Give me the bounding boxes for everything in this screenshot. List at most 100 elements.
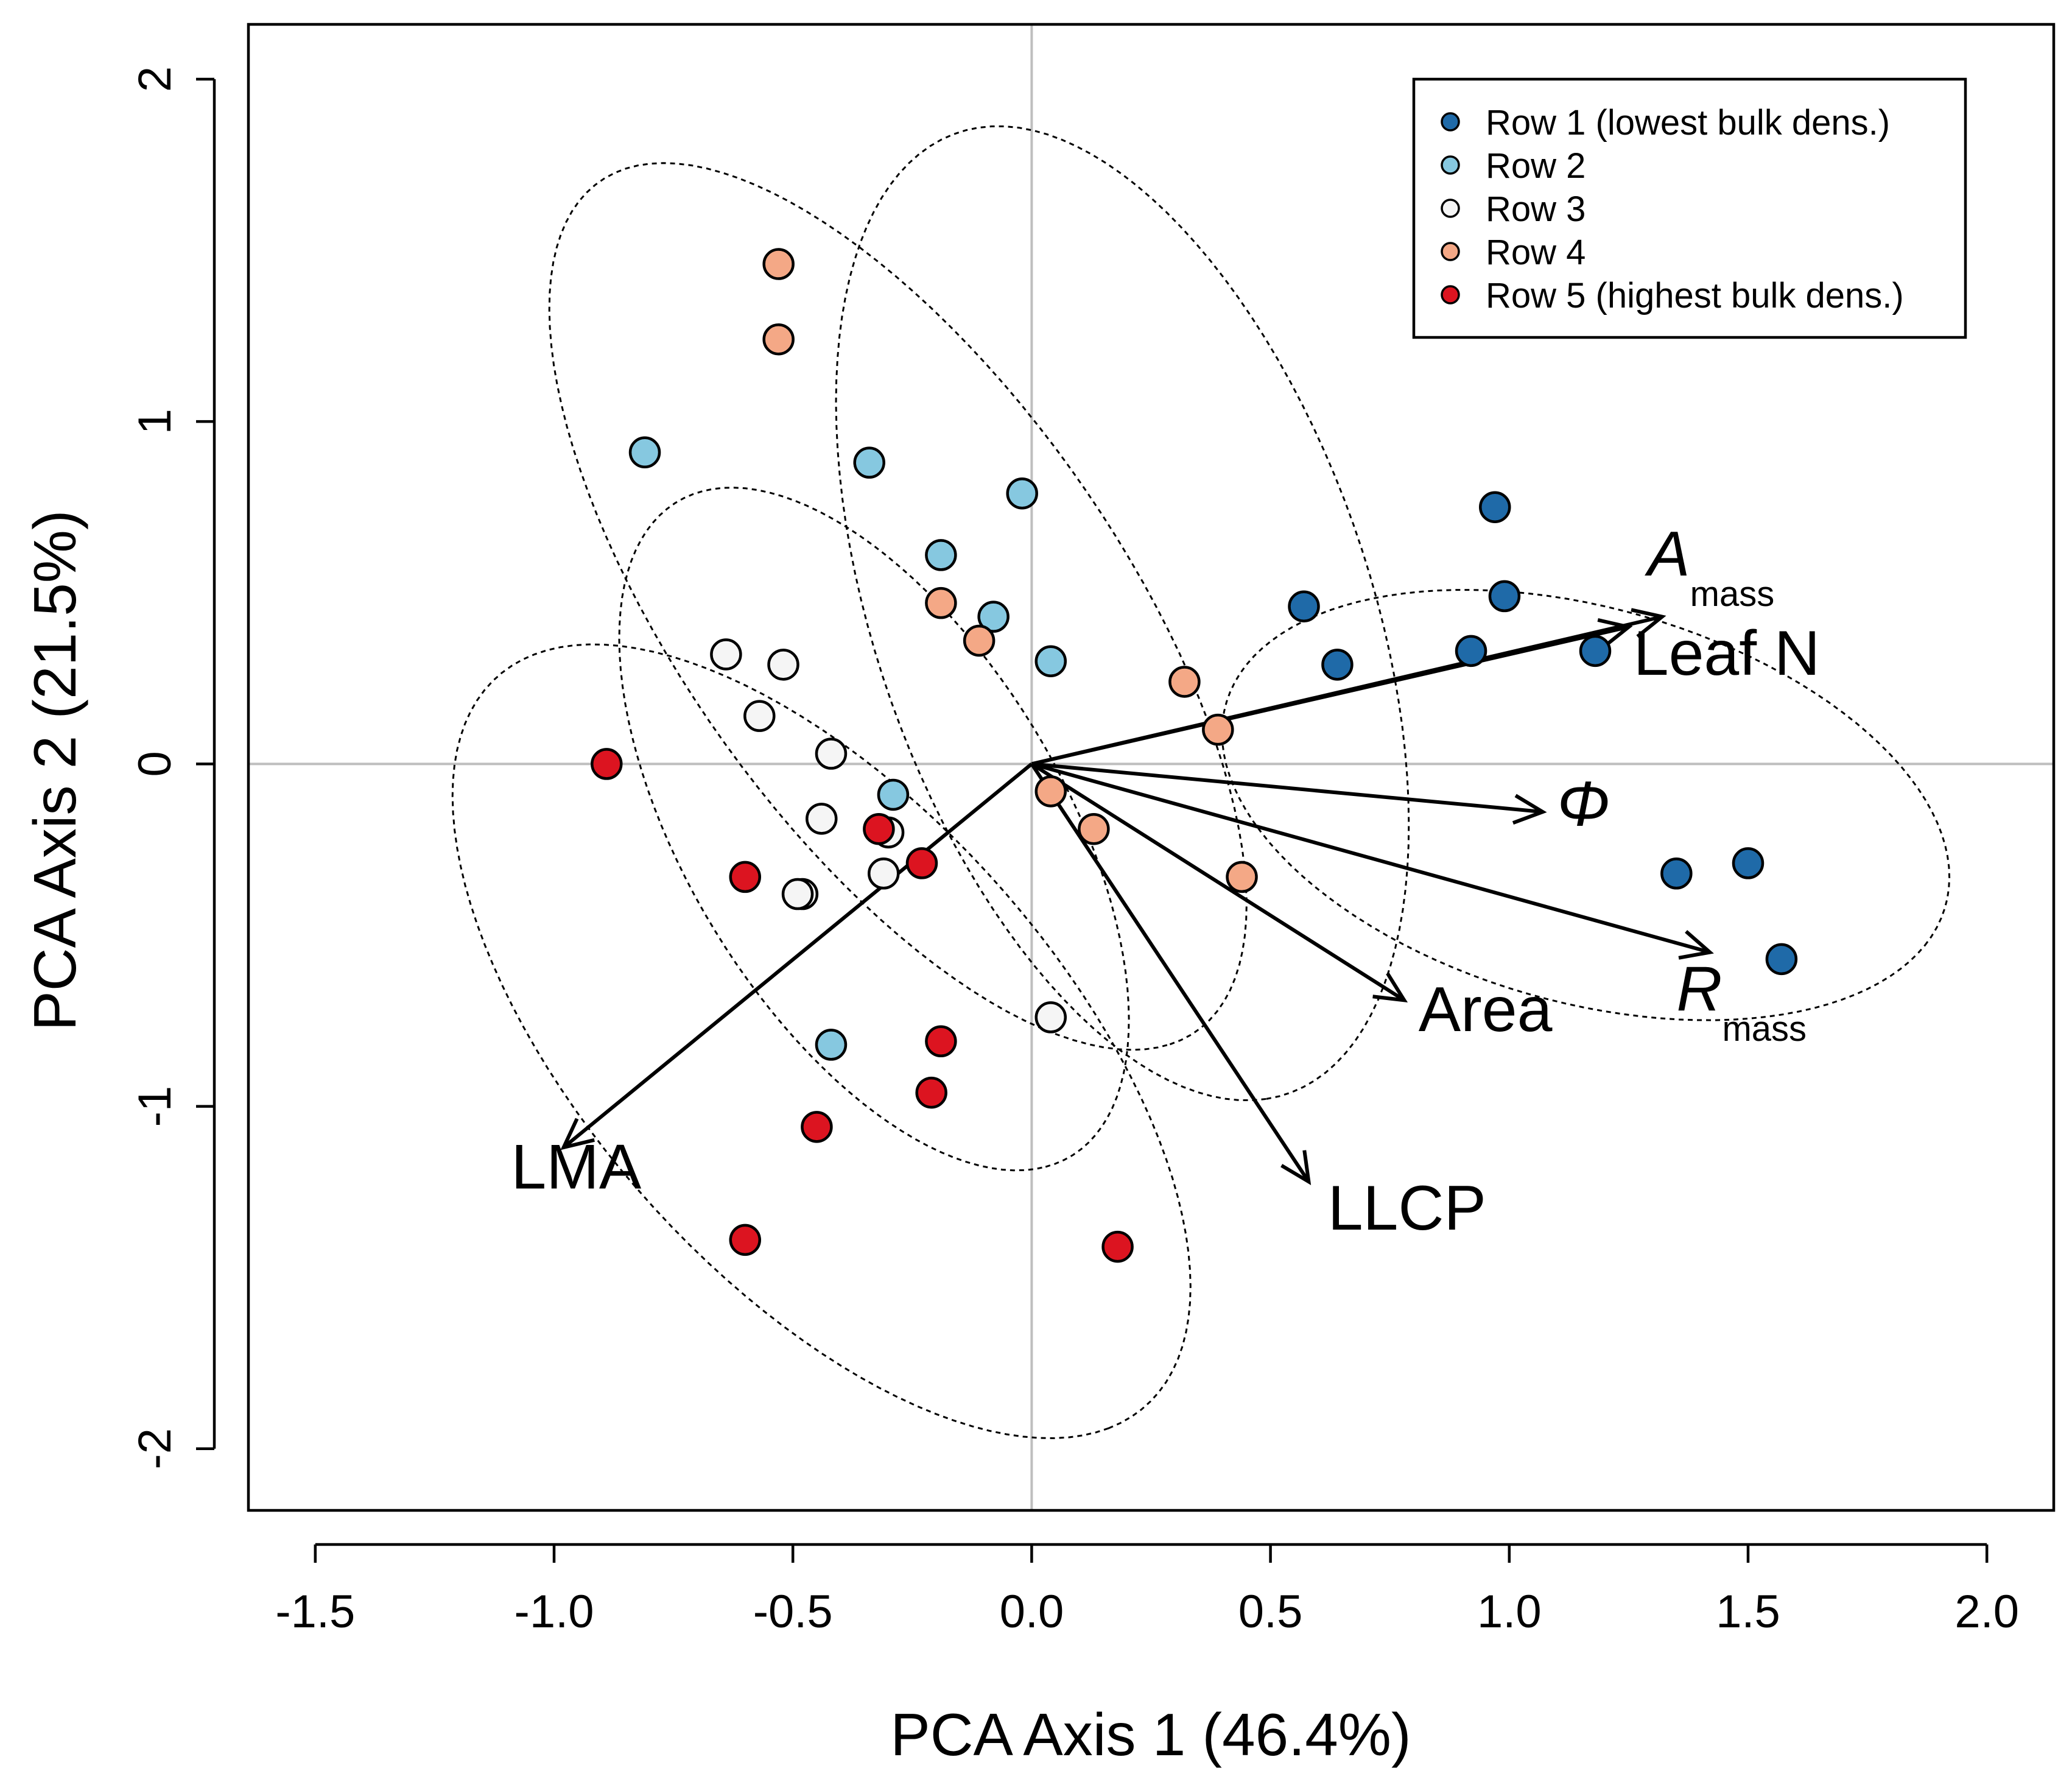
point-row5-9 [1101, 1230, 1134, 1263]
vector-area [1030, 762, 1405, 1002]
legend-marker-row-2 [1441, 155, 1460, 175]
vector-label-lma: LMA [511, 1132, 641, 1203]
point-row5-5 [925, 1025, 957, 1058]
point-row3-3 [743, 700, 776, 732]
x-tick-label: 1.5 [1716, 1586, 1780, 1638]
point-row4-2 [762, 323, 795, 356]
ellipse-row-2 [548, 162, 1248, 1051]
point-row2-6 [1034, 645, 1067, 677]
point-row2-3 [1006, 477, 1038, 510]
point-row2-5 [977, 600, 1010, 633]
y-tick-label: 2 [129, 66, 181, 92]
y-tick-label: -2 [129, 1428, 181, 1470]
point-row4-7 [1034, 775, 1067, 808]
vector-lma [562, 762, 1033, 1149]
point-row2-1 [628, 436, 661, 469]
point-row4-5 [1168, 666, 1201, 698]
arrowhead-area [1372, 972, 1408, 1003]
arrowhead-phi [1512, 794, 1547, 825]
point-row4-6 [1202, 713, 1234, 746]
x-tick-label: 2.0 [1954, 1586, 2019, 1638]
point-row2-8 [815, 1029, 848, 1061]
legend-label-row-5: Row 5 (highest bulk dens.) [1486, 276, 1904, 315]
arrowhead-llcp [1280, 1150, 1312, 1186]
legend-label-row-4: Row 4 [1486, 233, 1586, 272]
plot-frame [247, 23, 2056, 1512]
x-tick-label: -1.0 [514, 1586, 594, 1638]
point-row4-3 [925, 586, 957, 619]
point-row5-3 [729, 861, 762, 893]
vector-leaf-n [1031, 625, 1629, 766]
ellipse-row-3 [618, 487, 1130, 1172]
legend-marker-row-1 [1441, 112, 1460, 132]
confidence-ellipses [451, 125, 1951, 1440]
point-row3-2 [767, 649, 799, 681]
axes: -1.5 -1.0 -0.5 0.0 0.5 1.0 1.5 2.0 -2 -1 0 1 2 [129, 66, 2019, 1638]
point-row3-7 [867, 858, 900, 890]
x-tick-label: -0.5 [753, 1586, 833, 1638]
vector-label-r-mass: Rmass [1676, 954, 1807, 1049]
point-row3-10 [1034, 1001, 1067, 1034]
vector-label-llcp: LLCP [1328, 1173, 1486, 1244]
vector-label-area: Area [1419, 974, 1553, 1045]
vector-label-a-mass: Amass [1644, 519, 1774, 614]
point-row1-1 [1479, 491, 1511, 523]
point-row5-2 [863, 812, 895, 845]
arrowhead-lma [560, 1118, 595, 1150]
vector-label-phi: Φ [1557, 769, 1610, 840]
vector-label-leaf-n: Leaf N [1634, 618, 1820, 689]
vector-r-mass [1031, 762, 1711, 954]
y-tick-label: 1 [129, 409, 181, 434]
point-row1-7 [1660, 858, 1693, 890]
point-row1-8 [1732, 847, 1765, 879]
legend-marker-row-3 [1441, 199, 1460, 218]
point-row1-3 [1488, 580, 1521, 613]
reference-lines [248, 24, 2054, 1510]
legend-marker-row-5 [1441, 285, 1460, 305]
arrowhead-leaf-n [1597, 618, 1633, 649]
point-row2-4 [925, 539, 957, 571]
vector-llcp [1030, 762, 1310, 1183]
x-axis-title: PCA Axis 1 (46.4%) [890, 1701, 1411, 1768]
point-row4-1 [762, 248, 795, 280]
y-tick-label: 0 [129, 751, 181, 777]
legend-box [1412, 77, 1967, 339]
ellipse-row-5 [451, 643, 1192, 1440]
point-row1-9 [1765, 943, 1798, 976]
x-tick-label: 1.0 [1477, 1586, 1542, 1638]
arrowhead-a-mass [1631, 608, 1666, 638]
point-row3-4 [815, 738, 848, 770]
point-row5-1 [591, 748, 623, 780]
data-points [591, 248, 1798, 1263]
point-row1-5 [1455, 635, 1487, 667]
arrowhead-r-mass [1678, 930, 1714, 960]
legend-label-row-2: Row 2 [1486, 146, 1586, 186]
legend-marker-row-4 [1441, 242, 1460, 261]
point-row5-7 [801, 1111, 833, 1143]
vector-phi [1031, 762, 1543, 814]
point-row1-2 [1288, 590, 1320, 623]
y-tick-label: -1 [129, 1086, 181, 1127]
point-row2-2 [853, 446, 885, 479]
point-row4-4 [963, 624, 996, 657]
point-row5-8 [729, 1224, 762, 1256]
point-row3-9 [781, 878, 814, 910]
point-row4-9 [1226, 861, 1258, 893]
x-tick-label: 0.5 [1238, 1586, 1303, 1638]
point-row3-5 [806, 803, 838, 835]
point-row1-6 [1579, 635, 1612, 667]
legend-label-row-3: Row 3 [1486, 189, 1586, 229]
point-row4-8 [1078, 812, 1110, 845]
x-tick-label: -1.5 [275, 1586, 355, 1638]
y-axis-title: PCA Axis 2 (21.5%) [21, 510, 88, 1030]
x-tick-label: 0.0 [1000, 1586, 1064, 1638]
point-row3-1 [710, 638, 742, 671]
legend-label-row-1: Row 1 (lowest bulk dens.) [1486, 103, 1890, 143]
point-row5-6 [915, 1076, 947, 1109]
point-row2-7 [877, 778, 910, 811]
point-row5-4 [905, 847, 938, 879]
point-row1-4 [1321, 649, 1354, 681]
